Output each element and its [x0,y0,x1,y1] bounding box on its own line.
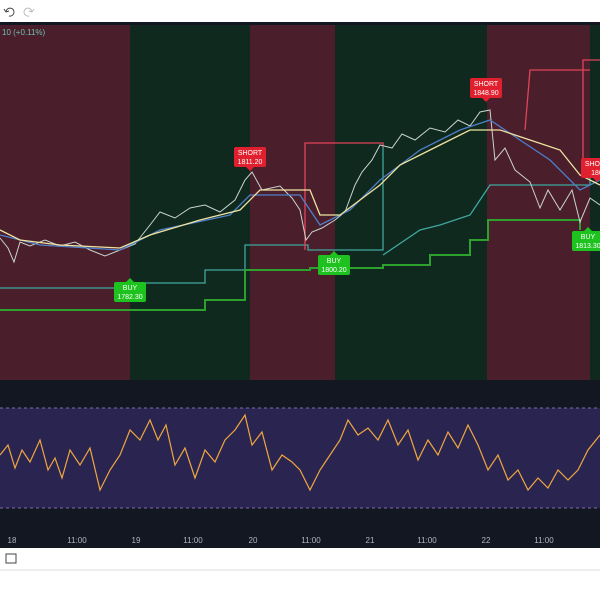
rsi-bounds [0,407,600,509]
trail-green [0,219,581,311]
label-price: 180 [591,170,600,177]
label-box [234,147,266,167]
label-tip [126,278,134,282]
session-bands [0,25,600,380]
price-path [0,109,600,264]
band-red [487,25,590,380]
toolbar [0,0,600,22]
label-price: 1800.20 [321,267,346,274]
ma-yellow [0,129,600,249]
label-tip [330,251,338,255]
label-box [581,158,600,178]
time-label: 11:00 [301,536,321,545]
time-label: 22 [482,536,491,545]
time-label: 11:00 [183,536,203,545]
label-side: BUY [581,234,596,241]
label-box [318,255,350,275]
label-side: SHORT [238,150,263,157]
time-label: 11:00 [534,536,554,545]
label-price: 1813.30 [575,243,600,250]
calendar-icon[interactable] [5,553,17,564]
redo-icon[interactable] [23,7,35,17]
label-box [470,78,502,98]
price-change: 10 (+0.11%) [2,28,46,37]
label-price: 1782.30 [117,294,142,301]
bottom-bar [0,548,600,600]
time-axis: 18 11:00 19 11:00 20 11:00 21 11:00 22 11:00 [8,536,555,545]
label-tip [593,178,600,182]
label-price: 1848.90 [473,90,498,97]
label-box [572,231,600,251]
time-label: 21 [366,536,375,545]
time-label: 20 [249,536,258,545]
label-side: BUY [327,258,342,265]
band-red [0,25,130,380]
time-label: 11:00 [67,536,87,545]
label-side: SHORT [585,161,600,168]
band-red [250,25,335,380]
label-tip [246,167,254,171]
rsi-line [0,413,600,492]
label-tip [584,227,592,231]
band-green [590,25,600,380]
label-box [114,282,146,302]
label-tip [482,98,490,102]
band-green [130,25,250,380]
label-price: 1811.20 [238,159,263,166]
trail-red [304,59,600,250]
band-green [335,25,487,380]
time-label: 11:00 [417,536,437,545]
label-side: SHORT [474,81,499,88]
time-label: 18 [8,536,17,545]
undo-icon[interactable] [3,7,15,17]
label-side: BUY [123,285,138,292]
rsi-panel [0,408,600,508]
signal-labels: SHORT 1811.20 SHORT 1848.90 BUY 1782.30 BUY 180… [114,78,600,302]
time-label: 19 [132,536,141,545]
